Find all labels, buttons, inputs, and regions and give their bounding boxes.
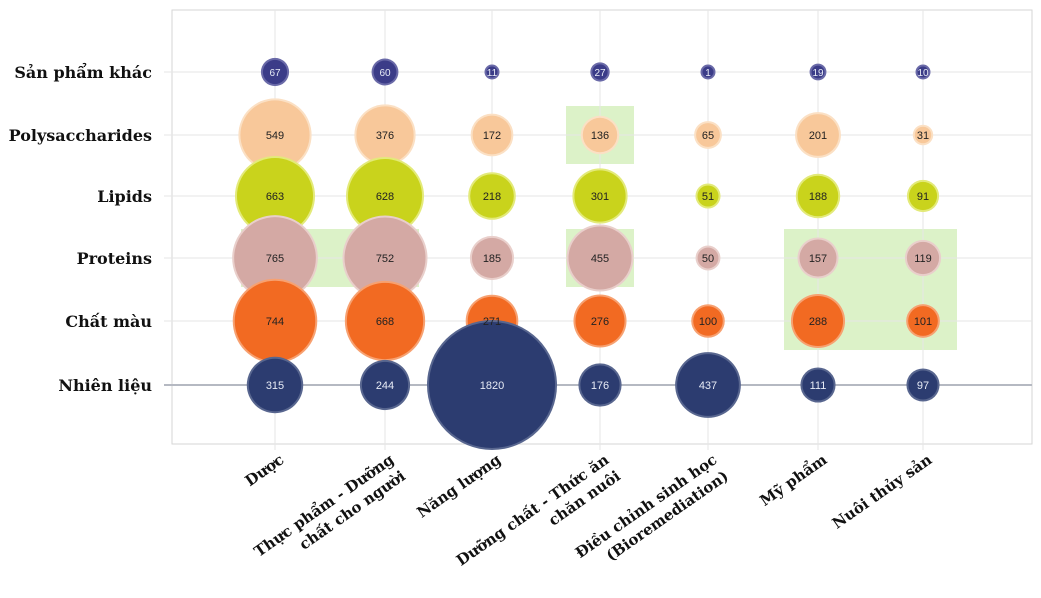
bubble	[574, 170, 626, 222]
bubble	[356, 106, 414, 164]
value-label: 19	[812, 68, 824, 79]
bubble	[236, 157, 314, 235]
row-label: Chất màu	[65, 312, 152, 331]
value-label: 111	[810, 380, 827, 392]
value-label: 276	[591, 316, 609, 328]
bubble	[248, 358, 302, 412]
value-label: 752	[376, 253, 394, 265]
value-label: 376	[376, 130, 394, 142]
value-label: 288	[809, 316, 827, 328]
bubble	[262, 59, 288, 85]
value-label: 271	[483, 316, 501, 328]
value-label: 51	[702, 191, 714, 203]
bubble	[914, 126, 932, 144]
value-label: 91	[917, 191, 929, 203]
column-label: Mỹ phẩm	[756, 450, 830, 509]
bubble	[472, 115, 512, 155]
bubble	[696, 123, 720, 147]
value-label: 765	[266, 253, 284, 265]
bubble	[240, 100, 310, 170]
value-label: 301	[591, 191, 609, 203]
value-label: 136	[591, 130, 609, 142]
value-label: 97	[917, 380, 929, 392]
bubble	[347, 158, 423, 234]
value-label: 668	[376, 316, 394, 328]
value-label: 10	[917, 68, 929, 79]
bubble	[346, 282, 424, 360]
bubble	[575, 296, 625, 346]
row-label: Proteins	[77, 249, 152, 268]
value-label: 11	[487, 68, 498, 79]
bubble	[592, 64, 608, 80]
value-label: 201	[809, 130, 827, 142]
bubble	[693, 306, 723, 336]
value-label: 119	[914, 253, 932, 265]
bubble	[797, 175, 839, 217]
value-label: 101	[914, 316, 932, 328]
bubble	[697, 247, 719, 269]
row-label: Polysaccharides	[9, 126, 152, 145]
bubble	[917, 66, 929, 78]
value-label: 176	[591, 380, 609, 392]
bubble	[908, 370, 938, 400]
value-label: 437	[699, 380, 717, 392]
value-label: 1	[705, 68, 711, 79]
bubble	[582, 117, 618, 153]
bubble	[802, 369, 834, 401]
bubble	[677, 354, 739, 416]
bubble	[344, 217, 426, 299]
value-label: 455	[591, 253, 609, 265]
bubble	[568, 226, 632, 290]
value-label: 172	[483, 130, 501, 142]
row-label: Lipids	[97, 187, 152, 206]
bubble	[908, 306, 938, 336]
bubble	[373, 60, 397, 84]
value-label: 67	[269, 68, 281, 79]
column-label: Dược	[242, 451, 288, 490]
value-label: 744	[266, 316, 284, 328]
value-label: 100	[699, 316, 717, 328]
bubbles	[232, 57, 942, 450]
bubble	[429, 322, 555, 448]
value-label: 1820	[480, 380, 504, 392]
bubble	[702, 66, 714, 78]
value-label: 60	[379, 68, 391, 79]
value-label: 185	[483, 253, 501, 265]
value-label: 315	[266, 380, 284, 392]
value-label: 27	[594, 68, 606, 79]
bubble	[470, 174, 514, 218]
bubble	[580, 365, 620, 405]
value-label: 628	[376, 191, 394, 203]
row-labels: Sản phẩm khác Polysaccharides Lipids Protei…	[9, 61, 153, 395]
bubble	[234, 217, 316, 299]
bubble	[361, 361, 409, 409]
value-label: 188	[809, 191, 827, 203]
column-label: Năng lượng	[414, 450, 505, 521]
value-label: 157	[809, 253, 827, 265]
column-label: Nuôi thủy sản	[829, 450, 935, 532]
bubble	[792, 295, 844, 347]
value-label: 31	[917, 130, 929, 142]
row-label: Sản phẩm khác	[14, 61, 152, 82]
bubble	[486, 66, 498, 78]
bubble	[906, 241, 940, 275]
value-label: 549	[266, 130, 284, 142]
value-label: 65	[702, 130, 714, 142]
bubble	[908, 181, 938, 211]
value-label: 244	[376, 380, 394, 392]
bubble	[811, 65, 825, 79]
bubble	[797, 114, 839, 156]
value-label: 50	[702, 253, 714, 265]
row-label: Nhiên liệu	[58, 376, 152, 395]
bubble	[234, 280, 316, 362]
bubble	[697, 185, 719, 207]
bubble	[471, 237, 513, 279]
value-label: 663	[266, 191, 284, 203]
value-label: 218	[483, 191, 501, 203]
bubble	[799, 239, 837, 277]
